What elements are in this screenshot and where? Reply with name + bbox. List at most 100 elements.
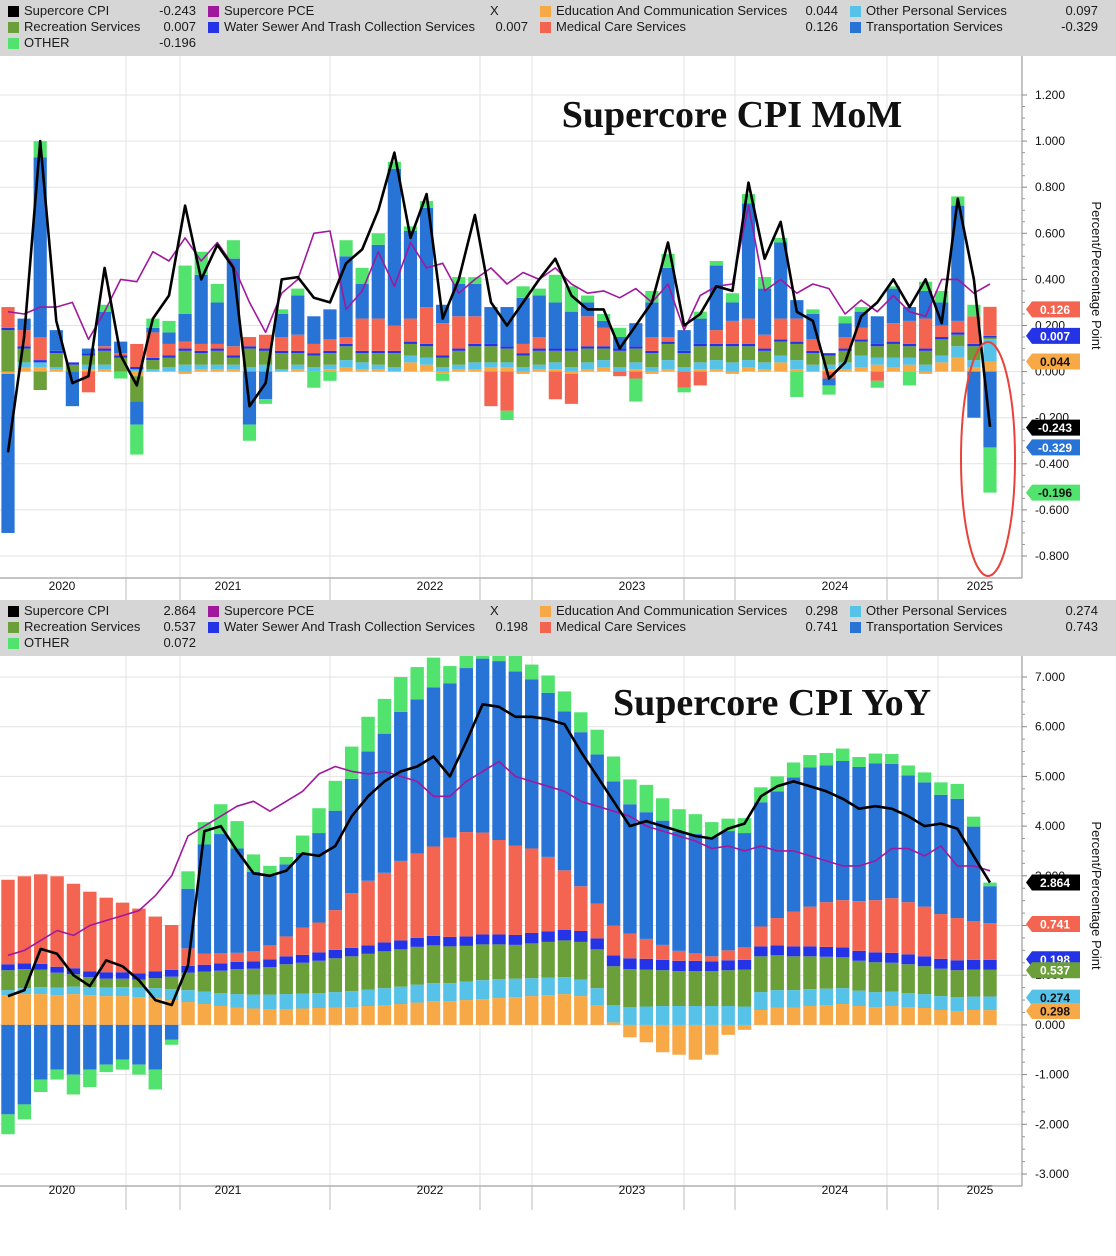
bar-other-personal	[774, 355, 788, 363]
bar-water-sewer	[919, 348, 933, 351]
legend-label: X	[490, 603, 499, 618]
end-label-text: 2.864	[1040, 876, 1070, 890]
bar-education	[66, 994, 81, 1025]
bar-recreation	[130, 376, 144, 402]
bar-medical	[361, 880, 375, 946]
bar-transportation	[1, 1024, 15, 1115]
bar-other	[210, 284, 224, 303]
bar-transportation	[178, 313, 192, 342]
bar-other	[115, 1059, 130, 1070]
bar-education	[377, 1005, 392, 1025]
bar-education	[754, 1009, 768, 1025]
bar-water-sewer	[377, 942, 392, 952]
bar-water-sewer	[672, 960, 686, 972]
bar-recreation	[852, 960, 866, 991]
bar-education	[178, 371, 192, 374]
bar-water-sewer	[967, 343, 981, 347]
bar-other	[344, 746, 359, 779]
bar-transportation	[452, 284, 466, 317]
bar-transportation	[835, 760, 850, 901]
bar-water-sewer	[966, 959, 981, 970]
bar-education	[279, 1008, 293, 1025]
bar-medical	[541, 856, 555, 932]
bar-transportation	[17, 1024, 32, 1105]
bar-other-personal	[263, 994, 277, 1009]
bar-other	[590, 729, 604, 755]
bar-transportation	[426, 687, 441, 847]
bar-other	[606, 756, 621, 782]
x-tick-label: 2024	[822, 579, 849, 593]
bar-water-sewer	[291, 350, 305, 354]
bar-other	[803, 755, 817, 768]
legend-swatch	[540, 22, 551, 33]
bar-other-personal	[230, 994, 244, 1008]
bar-other-personal	[950, 997, 964, 1011]
bar-recreation	[230, 969, 244, 995]
bar-medical	[688, 953, 703, 961]
end-label-text: -0.329	[1038, 441, 1072, 455]
bar-water-sewer	[516, 353, 530, 356]
bar-medical	[885, 898, 899, 953]
bar-other	[886, 286, 901, 289]
bar-transportation	[132, 1024, 146, 1065]
bar-recreation	[672, 971, 686, 1007]
bar-other-personal	[226, 364, 240, 370]
bar-other-personal	[377, 988, 392, 1006]
bar-education	[934, 1009, 948, 1025]
bar-water-sewer	[17, 963, 32, 970]
mom-chart-panel: Supercore CPI -0.243 Supercore PCE X Educati…	[0, 0, 1116, 600]
bar-water-sewer	[606, 955, 621, 967]
bar-other	[230, 821, 244, 849]
bar-transportation	[868, 763, 883, 901]
bar-other-personal	[790, 360, 804, 370]
bar-transportation	[725, 302, 740, 321]
bar-water-sewer	[725, 343, 740, 347]
bar-water-sewer	[181, 965, 195, 973]
bar-transportation	[410, 699, 424, 854]
bar-other	[983, 882, 997, 887]
bar-recreation	[705, 971, 719, 1007]
bar-recreation	[162, 357, 176, 367]
bar-education	[725, 371, 740, 374]
bar-other	[629, 378, 643, 402]
bar-recreation	[645, 353, 659, 367]
bar-transportation	[83, 1024, 97, 1070]
bar-other	[226, 240, 240, 259]
y-tick-label: -2.000	[1035, 1117, 1069, 1131]
bar-other	[394, 677, 408, 712]
bar-other	[934, 782, 948, 795]
bar-other	[902, 371, 917, 386]
end-label-other: -0.196	[1026, 484, 1080, 501]
bar-education	[629, 369, 643, 372]
bar-water-sewer	[532, 348, 546, 351]
bar-education	[709, 369, 723, 372]
bar-transportation	[275, 313, 289, 338]
bar-transportation	[279, 864, 293, 937]
bar-water-sewer	[371, 350, 385, 354]
bar-other	[983, 447, 997, 493]
bar-medical	[226, 346, 240, 356]
bar-education	[917, 1008, 932, 1025]
bar-water-sewer	[146, 357, 160, 361]
end-label-text: 0.126	[1040, 303, 1070, 317]
bar-medical	[532, 337, 546, 349]
bar-other-personal	[564, 366, 579, 372]
bar-transportation	[803, 767, 817, 907]
bar-other-personal	[307, 366, 321, 372]
bar-recreation	[951, 334, 965, 347]
highlight-ellipse	[960, 341, 1016, 577]
bar-transportation	[737, 833, 752, 948]
legend-value-transportation: -0.329	[1061, 19, 1098, 34]
bar-water-sewer	[541, 931, 555, 942]
bar-medical	[500, 371, 514, 411]
bar-medical	[901, 902, 915, 955]
bar-education	[688, 1024, 703, 1060]
bar-medical	[312, 922, 326, 953]
bar-other-personal	[655, 1006, 670, 1025]
bar-medical	[852, 901, 866, 951]
bar-medical	[639, 938, 654, 959]
bar-recreation	[770, 955, 784, 991]
bar-education	[403, 362, 418, 372]
bar-other	[868, 753, 883, 764]
bar-other	[885, 754, 899, 764]
